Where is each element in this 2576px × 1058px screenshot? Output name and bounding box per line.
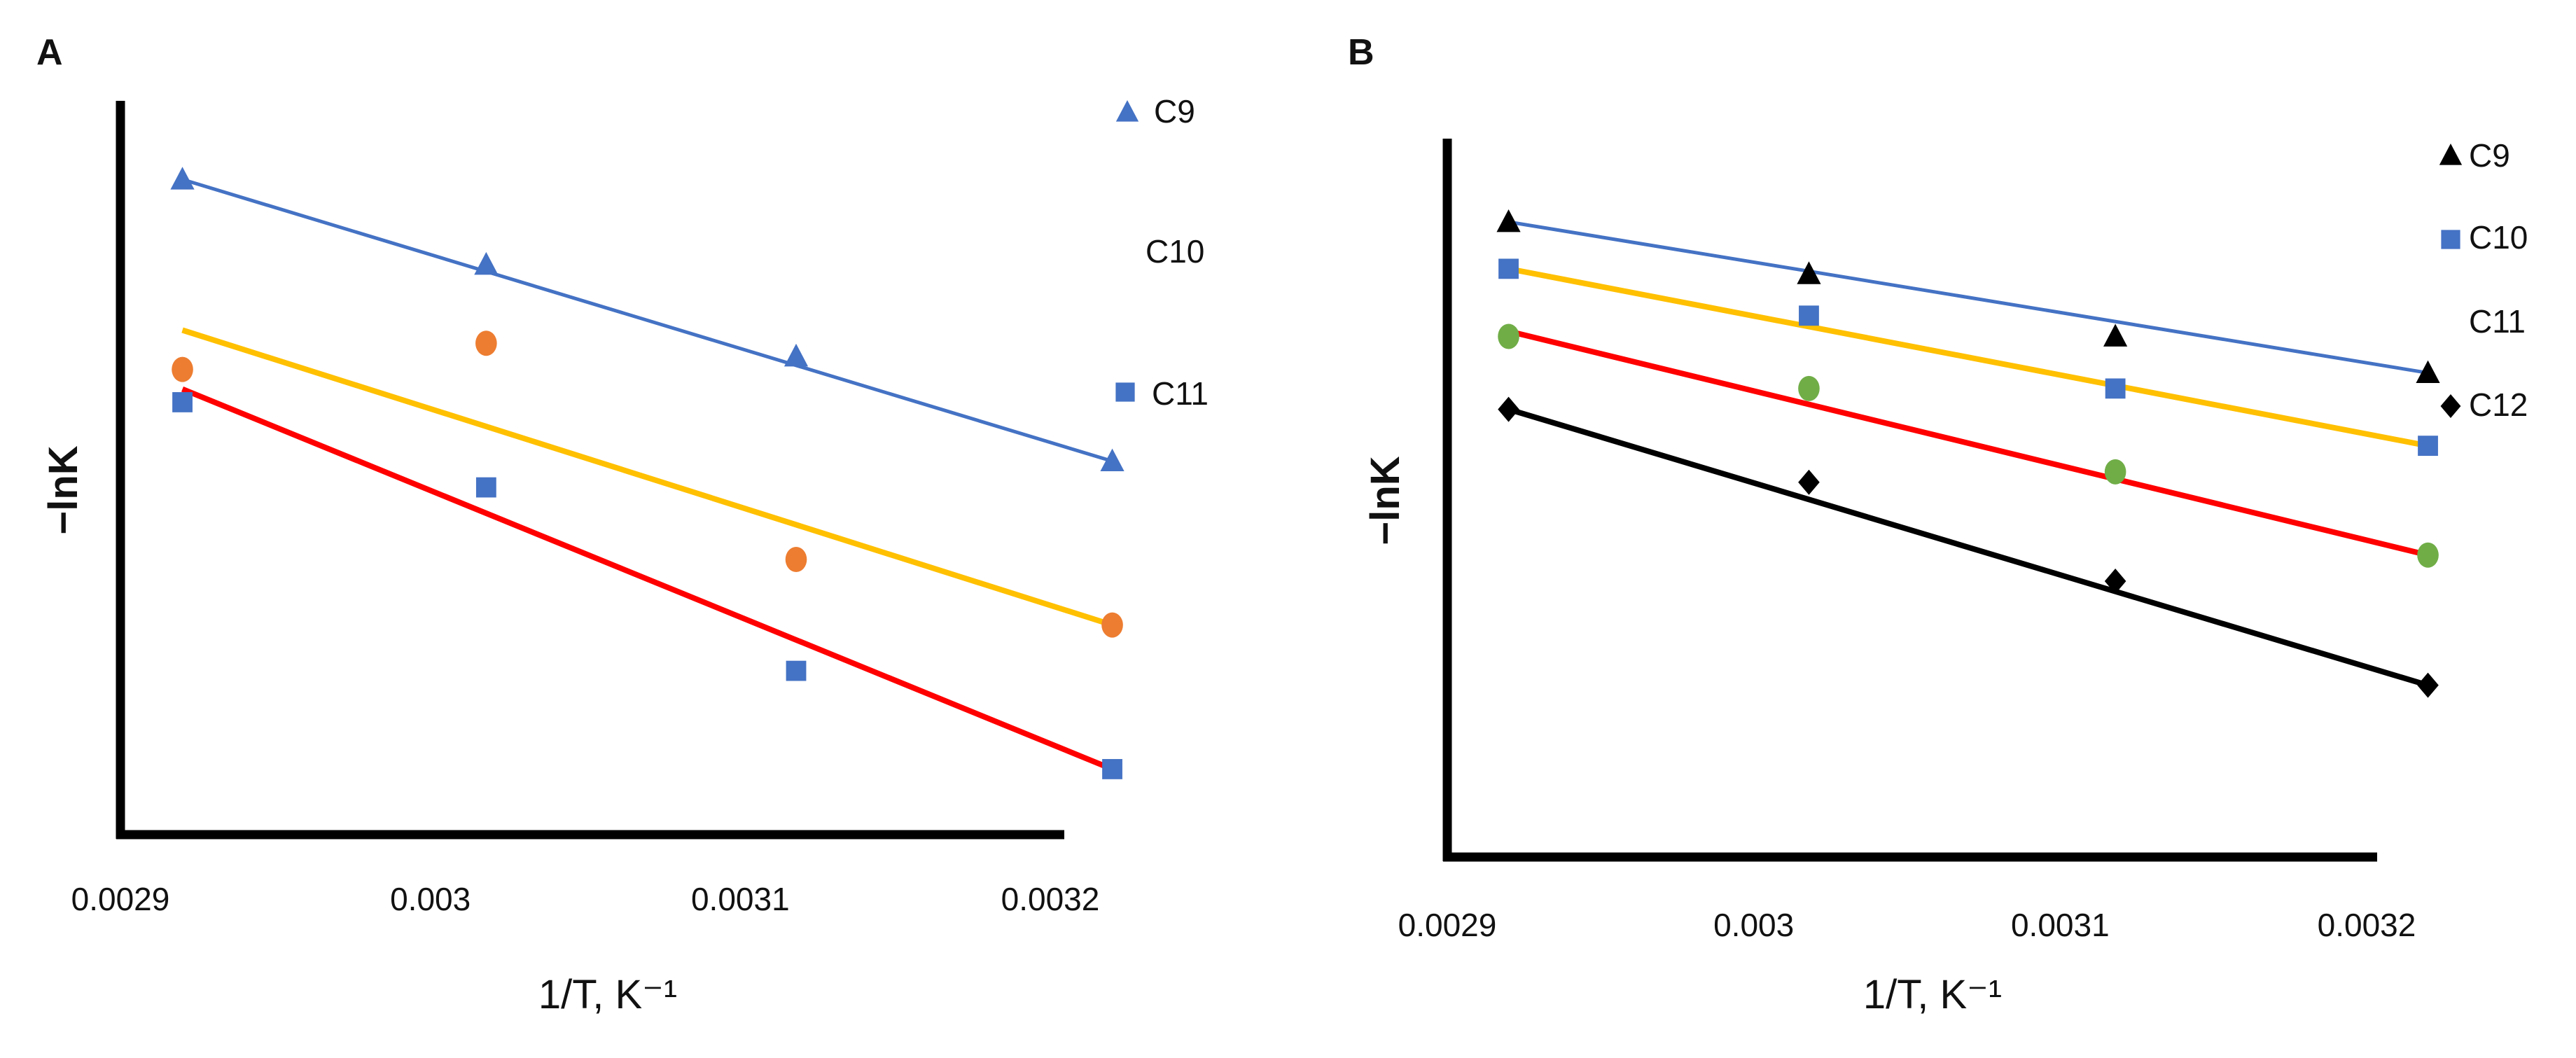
- data-point-c11: [475, 477, 496, 498]
- legend-item: C11: [2469, 303, 2526, 340]
- trendline-c9: [1508, 220, 2428, 375]
- panel-a-x-axis-title: 1/T, K⁻¹: [538, 972, 677, 1017]
- data-point-c9: [170, 167, 195, 190]
- panel-b-x-tick: 0.003: [1713, 907, 1794, 943]
- panel-b-x-tick: 0.0031: [2011, 907, 2110, 943]
- panel-b: B 0.0029 0.003 0.0031 0.0032 1/T, K⁻¹ −l…: [1348, 32, 2528, 1017]
- trendline-c11: [181, 387, 1114, 772]
- legend-item: C10: [1146, 233, 1204, 270]
- data-point-c9: [1100, 448, 1125, 472]
- data-point-c9: [1496, 209, 1521, 232]
- panel-b-fit-lines: [1508, 220, 2429, 688]
- panel-a-markers: [170, 167, 1125, 779]
- trendline-c12: [1508, 406, 2429, 688]
- data-point-c11: [1102, 759, 1122, 779]
- legend-marker-square: [2441, 230, 2460, 249]
- legend-item: C9: [2439, 137, 2510, 174]
- data-point-c11: [172, 392, 193, 412]
- panel-a: A 0.0029 0.003 0.0031 0.0032 1/T, K⁻¹ −l…: [36, 32, 1209, 1017]
- legend-label: C9: [2469, 137, 2510, 174]
- legend-marker-diamond: [2440, 394, 2461, 418]
- panel-b-legend: C9 C10 C11 C12: [2439, 137, 2528, 423]
- panel-a-label: A: [36, 32, 63, 73]
- data-point-c10: [1498, 258, 1519, 279]
- data-point-c11: [1798, 375, 1820, 401]
- legend-item: C11: [1115, 375, 1209, 412]
- trendline-c11: [1508, 328, 2429, 558]
- legend-label: C10: [1146, 233, 1204, 270]
- panel-a-x-ticks: 0.0029 0.003 0.0031 0.0032: [71, 881, 1100, 917]
- legend-item: C9: [1115, 93, 1195, 130]
- legend-label: C11: [1152, 375, 1209, 412]
- panel-b-x-tick: 0.0032: [2318, 907, 2416, 943]
- data-point-c10: [2105, 378, 2126, 399]
- trendline-c9: [181, 177, 1113, 464]
- panel-b-x-ticks: 0.0029 0.003 0.0031 0.0032: [1398, 907, 2416, 943]
- data-point-c10: [1101, 612, 1123, 638]
- data-point-c10: [475, 330, 497, 356]
- data-point-c10: [1799, 305, 1819, 326]
- legend-marker-triangle: [1115, 100, 1139, 122]
- legend-label: C10: [2469, 219, 2528, 256]
- legend-marker-triangle: [2439, 144, 2463, 165]
- data-point-c9: [2103, 323, 2128, 347]
- panel-b-x-axis-title: 1/T, K⁻¹: [1863, 972, 2002, 1017]
- panel-a-x-tick: 0.0032: [1001, 881, 1100, 917]
- trendline-c10: [181, 327, 1113, 628]
- data-point-c12: [2104, 568, 2126, 594]
- data-point-c11: [1498, 323, 1519, 349]
- panel-a-fit-lines: [181, 177, 1114, 772]
- data-point-c9: [474, 251, 499, 275]
- data-point-c10: [2418, 436, 2438, 457]
- data-point-c12: [2417, 672, 2439, 698]
- data-point-c9: [1797, 261, 1821, 284]
- legend-marker-square: [1115, 382, 1135, 402]
- panel-a-x-tick: 0.0029: [71, 881, 170, 917]
- panel-a-x-tick: 0.0031: [691, 881, 790, 917]
- panel-a-y-axis-title: −lnK: [41, 445, 86, 534]
- data-point-c12: [1498, 396, 1519, 422]
- data-point-c11: [786, 660, 807, 681]
- legend-label: C12: [2469, 387, 2528, 423]
- panel-b-label: B: [1348, 32, 1374, 73]
- legend-item: C10: [2441, 219, 2528, 256]
- panel-b-y-axis-title: −lnK: [1363, 456, 1408, 545]
- panel-a-x-tick: 0.003: [390, 881, 471, 917]
- data-point-c9: [2416, 360, 2440, 383]
- panel-a-legend: C9 C10 C11: [1115, 93, 1209, 412]
- legend-label: C11: [2469, 303, 2526, 340]
- trendline-c10: [1508, 265, 2429, 449]
- legend-label: C9: [1154, 93, 1195, 130]
- data-point-c11: [2417, 542, 2439, 568]
- data-point-c10: [785, 547, 807, 572]
- panel-b-x-tick: 0.0029: [1398, 907, 1497, 943]
- data-point-c12: [1798, 469, 1820, 495]
- legend-item: C12: [2440, 387, 2528, 423]
- data-point-c11: [2104, 459, 2126, 485]
- panel-b-markers: [1496, 209, 2440, 698]
- data-point-c10: [172, 356, 193, 382]
- data-point-c9: [784, 343, 809, 367]
